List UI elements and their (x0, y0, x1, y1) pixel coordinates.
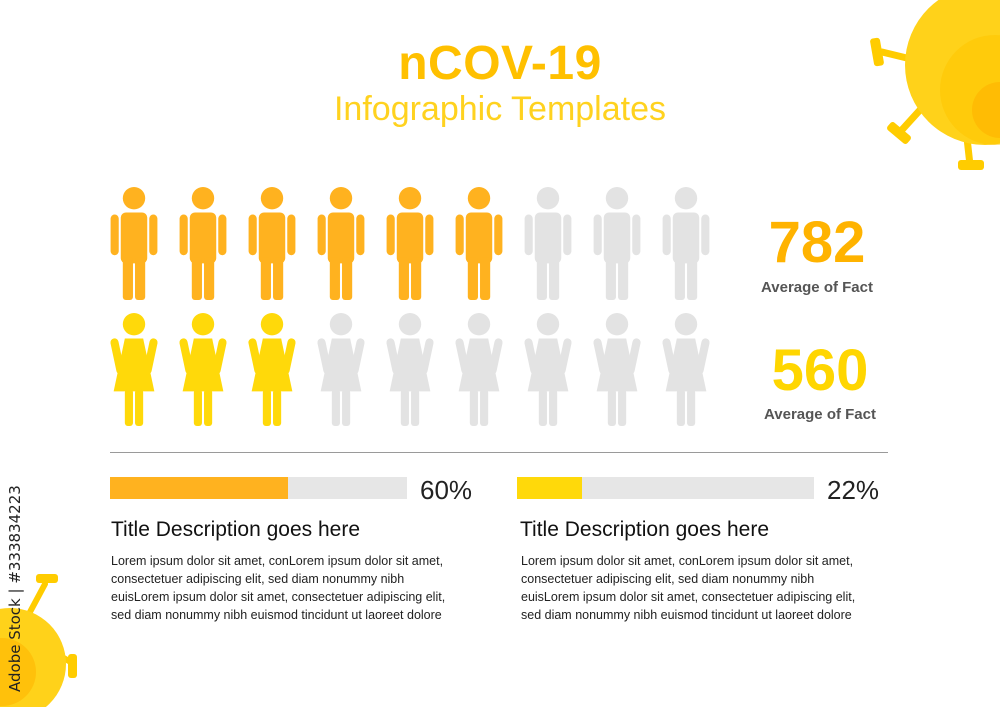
woman-icon (110, 313, 158, 426)
virus-illustration-bottom-left (0, 574, 77, 707)
percent-value-2: 22% (827, 475, 880, 505)
stat-label-men: Average of Fact (761, 279, 873, 296)
stat-label-women: Average of Fact (764, 406, 876, 423)
description-line: consectetuer adipiscing elit, sed diam n… (521, 572, 815, 586)
man-icon (593, 187, 641, 300)
description-line: Lorem ipsum dolor sit amet, conLorem ips… (111, 554, 444, 568)
woman-icon (179, 313, 227, 426)
woman-icon (662, 313, 710, 426)
percent-value-1: 60% (420, 475, 473, 505)
man-icon (317, 187, 365, 300)
block-description-2: Lorem ipsum dolor sit amet, conLorem ips… (521, 552, 901, 624)
progress-fill-2 (517, 477, 583, 499)
divider (110, 452, 888, 453)
man-icon (524, 187, 572, 300)
page-title: nCOV-19 (398, 37, 602, 90)
description-line: euisLorem ipsum dolor sit amet, consecte… (521, 590, 856, 604)
men-figure-row (108, 186, 718, 304)
woman-icon (593, 313, 641, 426)
stat-value-women: 560 (771, 338, 869, 403)
women-figure-row (108, 312, 718, 430)
virus-illustration-top-right (870, 0, 1000, 170)
block-title-1: Title Description goes here (111, 518, 361, 541)
man-icon (179, 187, 227, 300)
woman-icon (317, 313, 365, 426)
description-line: consectetuer adipiscing elit, sed diam n… (111, 572, 405, 586)
man-icon (662, 187, 710, 300)
description-line: euisLorem ipsum dolor sit amet, consecte… (111, 590, 446, 604)
block-title-2: Title Description goes here (520, 518, 770, 541)
description-line: sed diam nonummy nibh euismod tincidunt … (111, 608, 442, 622)
stat-value-men: 782 (768, 210, 866, 275)
man-icon (455, 187, 503, 300)
man-icon (110, 187, 158, 300)
man-icon (386, 187, 434, 300)
man-icon (248, 187, 296, 300)
stock-id-text: Adobe Stock | #333834223 (6, 485, 24, 692)
woman-icon (248, 313, 296, 426)
woman-icon (524, 313, 572, 426)
woman-icon (386, 313, 434, 426)
progress-bar-2 (517, 477, 814, 499)
description-line: Lorem ipsum dolor sit amet, conLorem ips… (521, 554, 854, 568)
block-description-1: Lorem ipsum dolor sit amet, conLorem ips… (111, 552, 491, 624)
page-subtitle: Infographic Templates (333, 90, 666, 128)
woman-icon (455, 313, 503, 426)
progress-bar-1 (110, 477, 407, 499)
progress-fill-1 (110, 477, 289, 499)
description-line: sed diam nonummy nibh euismod tincidunt … (521, 608, 852, 622)
